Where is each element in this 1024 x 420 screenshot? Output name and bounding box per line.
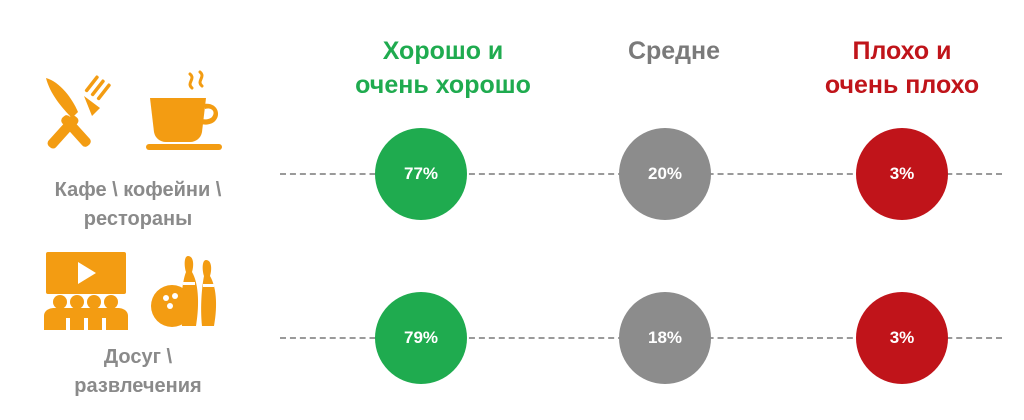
cutlery-icon <box>46 75 111 149</box>
bubble-leisure-bad: 3% <box>856 292 948 384</box>
coffee-cup-icon <box>146 70 222 150</box>
bowling-icon <box>151 256 217 327</box>
column-header-bad: Плохо и очень плохо <box>782 34 1022 102</box>
column-header-medium-line-1: Средне <box>627 37 721 65</box>
row-label-cafe-line-2: рестораны <box>83 208 193 230</box>
row-label-leisure-line-1: Досуг \ <box>103 346 173 368</box>
column-header-good: Хорошо и очень хорошо <box>323 34 563 102</box>
bubble-leisure-good: 79% <box>375 292 467 384</box>
bubble-leisure-medium: 18% <box>619 292 711 384</box>
bubble-cafe-good: 77% <box>375 128 467 220</box>
row-label-leisure-line-2: развлечения <box>74 375 202 397</box>
column-header-good-line-2: очень хорошо <box>355 71 531 99</box>
column-header-bad-line-1: Плохо и <box>852 37 952 65</box>
column-header-bad-line-2: очень плохо <box>824 71 980 99</box>
bubble-cafe-medium: 20% <box>619 128 711 220</box>
bubble-cafe-bad: 3% <box>856 128 948 220</box>
row-label-leisure: Досуг \ развлечения <box>18 343 258 401</box>
column-header-good-line-1: Хорошо и <box>382 37 504 65</box>
cinema-icon <box>44 252 128 330</box>
column-header-medium: Средне <box>554 34 794 68</box>
row-label-cafe: Кафе \ кофейни \ рестораны <box>18 176 258 234</box>
row-label-cafe-line-1: Кафе \ кофейни \ <box>54 179 222 201</box>
